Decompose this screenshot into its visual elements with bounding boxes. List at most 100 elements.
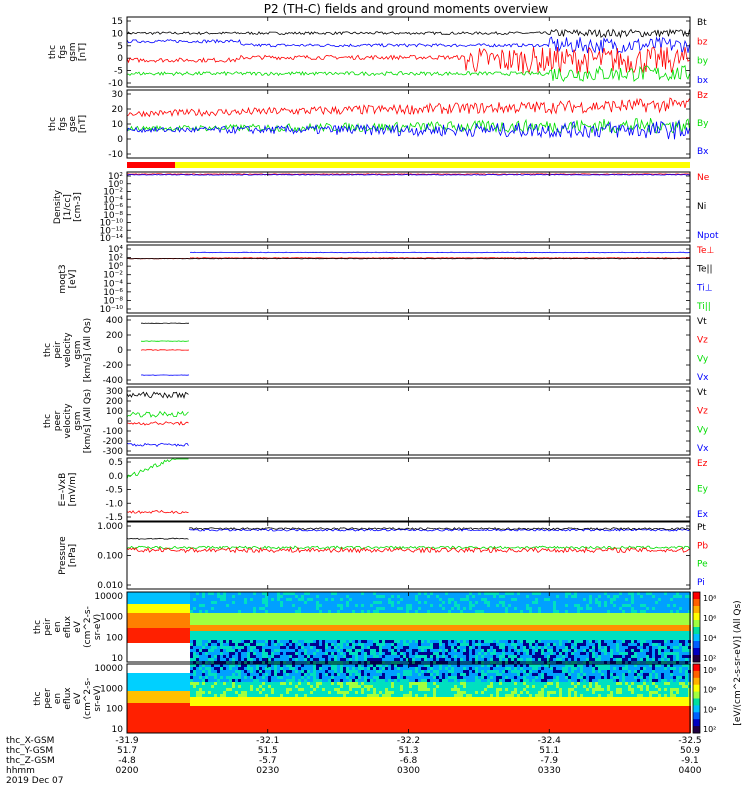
spectrogram-pixel xyxy=(343,607,346,610)
spectrogram-pixel xyxy=(430,595,433,598)
spectrogram-pixel xyxy=(466,613,469,616)
spectrogram-pixel xyxy=(421,622,424,625)
spectrogram-pixel xyxy=(199,592,202,595)
spectrogram-pixel xyxy=(442,643,445,646)
spectrogram-pixel xyxy=(475,655,478,658)
spectrogram-pixel xyxy=(133,685,136,688)
spectrogram-pixel xyxy=(352,649,355,652)
legend-Te||: Te|| xyxy=(696,265,713,275)
spectrogram-pixel xyxy=(148,607,151,610)
spectrogram-pixel xyxy=(268,652,271,655)
spectrogram-pixel xyxy=(628,610,631,613)
spectrogram-pixel xyxy=(457,634,460,637)
spectrogram-pixel xyxy=(304,634,307,637)
spectrogram-pixel xyxy=(172,631,175,634)
spectrogram-pixel xyxy=(559,652,562,655)
spectrogram-pixel xyxy=(178,610,181,613)
spectrogram-pixel xyxy=(310,619,313,622)
spectrogram-pixel xyxy=(541,619,544,622)
spectrogram-pixel xyxy=(406,631,409,634)
spectrogram-pixel xyxy=(388,628,391,631)
spectrogram-pixel xyxy=(361,607,364,610)
spectrogram-pixel xyxy=(640,604,643,607)
spectrogram-pixel xyxy=(157,622,160,625)
spectrogram-pixel xyxy=(199,601,202,604)
spectrogram-pixel xyxy=(136,631,139,634)
spectrogram-pixel xyxy=(247,595,250,598)
spectrogram-pixel xyxy=(655,628,658,631)
spectrogram-pixel xyxy=(532,649,535,652)
spectrogram-pixel xyxy=(430,598,433,601)
spectrogram-pixel xyxy=(130,706,133,709)
spectrogram-pixel xyxy=(616,592,619,595)
spectrogram-pixel xyxy=(151,631,154,634)
spectrogram-pixel xyxy=(505,616,508,619)
y-tick-label: 10⁻⁴ xyxy=(103,195,123,205)
spectrogram-pixel xyxy=(658,592,661,595)
panel-ylabel: gsm xyxy=(68,42,78,61)
spectrogram-pixel xyxy=(223,613,226,616)
spectrogram-pixel xyxy=(154,643,157,646)
spectrogram-pixel xyxy=(163,649,166,652)
spectrogram-pixel xyxy=(352,637,355,640)
spectrogram-pixel xyxy=(520,619,523,622)
spectrogram-pixel xyxy=(322,622,325,625)
spectrogram-pixel xyxy=(676,598,679,601)
spectrogram-pixel xyxy=(325,601,328,604)
spectrogram-pixel xyxy=(595,592,598,595)
spectrogram-pixel xyxy=(685,625,688,628)
spectrogram-pixel xyxy=(289,607,292,610)
spectrogram-pixel xyxy=(517,592,520,595)
spectrogram-pixel xyxy=(649,622,652,625)
spectrogram-pixel xyxy=(520,601,523,604)
spectrogram-pixel xyxy=(520,649,523,652)
spectrogram-pixel xyxy=(592,625,595,628)
spectrogram-pixel xyxy=(307,607,310,610)
spectrogram-pixel xyxy=(175,622,178,625)
spectrogram-pixel xyxy=(553,652,556,655)
spectrogram-pixel xyxy=(265,595,268,598)
spectrogram-pixel xyxy=(637,607,640,610)
spectrogram-pixel xyxy=(586,643,589,646)
spectrogram-pixel xyxy=(313,622,316,625)
spectrogram-pixel xyxy=(178,628,181,631)
spectrogram-pixel xyxy=(364,622,367,625)
spectrogram-pixel xyxy=(244,631,247,634)
spectrogram-pixel xyxy=(280,604,283,607)
spectrogram-pixel xyxy=(541,604,544,607)
spectrogram-pixel xyxy=(316,613,319,616)
spectrogram-pixel xyxy=(667,601,670,604)
spectrogram-pixel xyxy=(472,616,475,619)
spectrogram-pixel xyxy=(556,640,559,643)
spectrogram-pixel xyxy=(193,637,196,640)
spectrogram-pixel xyxy=(133,718,136,721)
spectrogram-pixel xyxy=(502,601,505,604)
spectrogram-pixel xyxy=(292,622,295,625)
y-tick-label: 0 xyxy=(117,54,123,64)
spectrogram-pixel xyxy=(136,727,139,730)
spectrogram-pixel xyxy=(280,637,283,640)
spectrogram-pixel xyxy=(526,619,529,622)
spectrogram-pixel xyxy=(607,655,610,658)
spectrogram-pixel xyxy=(283,649,286,652)
spectrogram-pixel xyxy=(424,625,427,628)
spectrogram-pixel xyxy=(295,646,298,649)
spectrogram-pixel xyxy=(568,616,571,619)
spectrogram-pixel xyxy=(202,625,205,628)
spectrogram-pixel xyxy=(478,634,481,637)
spectrogram-pixel xyxy=(508,631,511,634)
y-tick-label: 400 xyxy=(106,316,123,326)
spectrogram-pixel xyxy=(130,610,133,613)
spectrogram-pixel xyxy=(130,712,133,715)
spectrogram-pixel xyxy=(499,616,502,619)
spectrogram-pixel xyxy=(307,652,310,655)
spectrogram-pixel xyxy=(568,643,571,646)
spectrogram-pixel xyxy=(613,616,616,619)
spectrogram-pixel xyxy=(481,622,484,625)
spectrogram-pixel xyxy=(682,619,685,622)
spectrogram-pixel xyxy=(523,622,526,625)
spectrogram-pixel xyxy=(373,607,376,610)
spectrogram-pixel xyxy=(373,658,376,661)
spectrogram-pixel xyxy=(352,610,355,613)
